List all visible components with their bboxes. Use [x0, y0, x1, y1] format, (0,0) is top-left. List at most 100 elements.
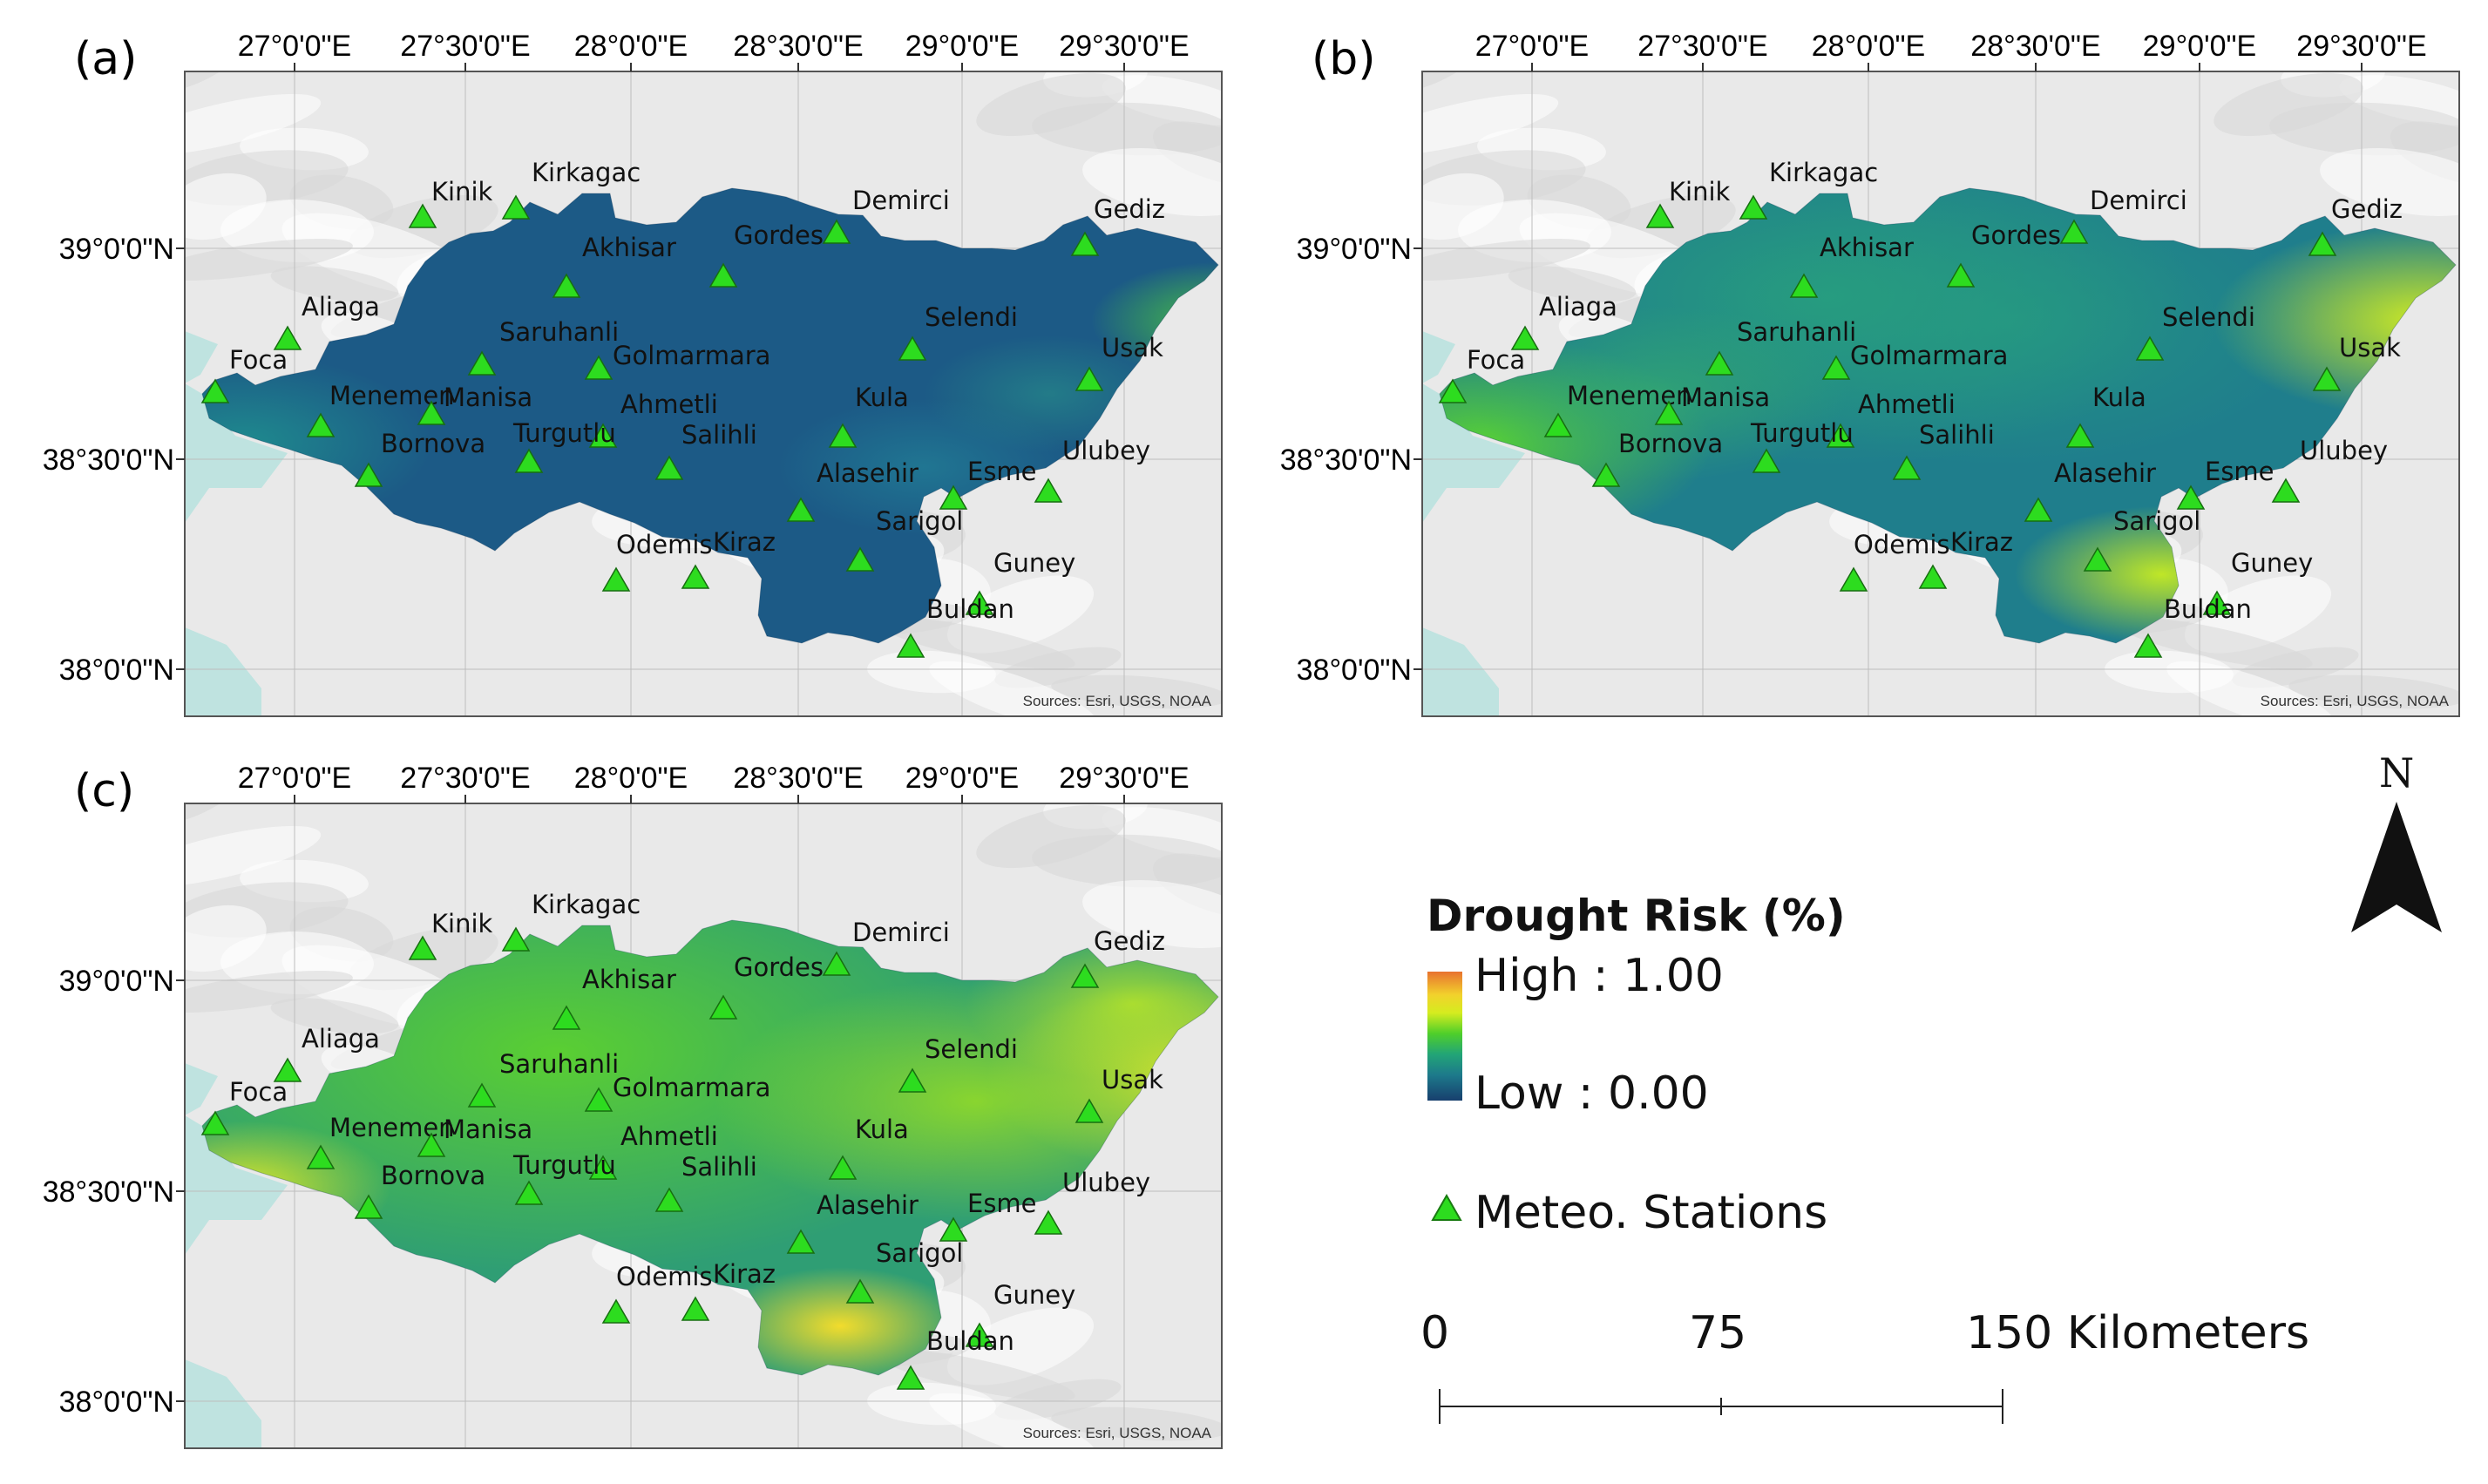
station-marker[interactable]	[514, 1180, 544, 1205]
station-label: Demirci	[2090, 186, 2187, 215]
station-marker[interactable]	[898, 1067, 927, 1093]
station-marker[interactable]	[467, 350, 497, 376]
station-marker[interactable]	[417, 400, 446, 425]
station-marker[interactable]	[2059, 219, 2089, 244]
station-marker[interactable]	[601, 1298, 631, 1324]
station-marker[interactable]	[306, 1144, 336, 1169]
station-marker[interactable]	[1075, 1098, 1104, 1123]
station-marker[interactable]	[2176, 485, 2206, 510]
station-label: Foca	[229, 1077, 288, 1107]
station-marker[interactable]	[1946, 262, 1976, 288]
station-marker[interactable]	[828, 1155, 858, 1180]
station-marker[interactable]	[514, 448, 544, 473]
station-marker[interactable]	[1739, 194, 1768, 220]
station-marker[interactable]	[552, 273, 581, 298]
station-marker[interactable]	[1543, 412, 1573, 437]
station-marker[interactable]	[601, 566, 631, 592]
station-marker[interactable]	[1075, 366, 1104, 391]
station-label: Kinik	[431, 909, 493, 939]
station-marker[interactable]	[501, 926, 531, 952]
station-marker[interactable]	[200, 378, 230, 403]
station-label: Alasehir	[2054, 458, 2156, 488]
station-marker[interactable]	[896, 1365, 925, 1390]
station-marker[interactable]	[939, 1216, 968, 1242]
station-marker[interactable]	[2065, 423, 2095, 448]
station-marker[interactable]	[1510, 325, 1540, 350]
station-marker[interactable]	[1918, 564, 1948, 589]
station-marker[interactable]	[1826, 423, 1855, 448]
station-marker[interactable]	[552, 1005, 581, 1030]
station-marker[interactable]	[417, 1132, 446, 1157]
station-marker[interactable]	[896, 633, 925, 658]
station-marker[interactable]	[786, 497, 816, 522]
station-marker[interactable]	[708, 994, 738, 1020]
station-marker[interactable]	[828, 423, 858, 448]
station-marker[interactable]	[2202, 590, 2232, 615]
station-marker[interactable]	[939, 485, 968, 510]
station-label: Alasehir	[817, 458, 919, 488]
station-marker[interactable]	[1705, 350, 1734, 376]
north-arrow-label: N	[2379, 749, 2415, 796]
station-marker[interactable]	[654, 455, 684, 480]
station-marker[interactable]	[822, 951, 851, 976]
station-marker[interactable]	[584, 355, 614, 380]
station-marker[interactable]	[845, 546, 875, 572]
station-marker[interactable]	[681, 564, 710, 589]
station-marker[interactable]	[354, 1194, 383, 1219]
station-marker[interactable]	[273, 1057, 302, 1082]
station-marker[interactable]	[965, 590, 994, 615]
station-marker[interactable]	[1034, 478, 1063, 503]
station-label: Kiraz	[713, 527, 776, 557]
station-marker[interactable]	[1591, 462, 1621, 487]
station-marker[interactable]	[786, 1229, 816, 1254]
station-marker[interactable]	[898, 335, 927, 361]
station-marker[interactable]	[467, 1082, 497, 1108]
station-marker[interactable]	[1070, 963, 1100, 988]
station-marker[interactable]	[1789, 273, 1819, 298]
station-marker[interactable]	[408, 935, 437, 960]
station-label: Ahmetli	[620, 1121, 718, 1151]
station-marker[interactable]	[2308, 231, 2337, 256]
station-marker[interactable]	[1654, 400, 1684, 425]
legend-title: Drought Risk (%)	[1427, 891, 1846, 941]
station-marker[interactable]	[588, 1155, 618, 1180]
station-marker[interactable]	[2024, 497, 2053, 522]
station-label: Golmarmara	[1850, 341, 2008, 370]
station-label: Kiraz	[713, 1259, 776, 1289]
station-marker[interactable]	[2271, 478, 2301, 503]
station-marker[interactable]	[273, 325, 302, 350]
station-marker[interactable]	[1752, 448, 1781, 473]
station-marker[interactable]	[2133, 633, 2163, 658]
station-marker[interactable]	[1070, 231, 1100, 256]
station-marker[interactable]	[845, 1278, 875, 1304]
station-marker[interactable]	[1839, 566, 1868, 592]
station-marker[interactable]	[584, 1087, 614, 1112]
station-marker[interactable]	[306, 412, 336, 437]
station-marker[interactable]	[354, 462, 383, 487]
station-marker[interactable]	[1645, 203, 1675, 228]
station-marker[interactable]	[2083, 546, 2112, 572]
lon-tick-label: 28°0'0"E	[1812, 30, 1925, 63]
station-marker[interactable]	[1438, 378, 1468, 403]
station-marker[interactable]	[654, 1187, 684, 1212]
station-marker[interactable]	[200, 1110, 230, 1135]
station-marker[interactable]	[1892, 455, 1922, 480]
scale-tick-label-150: 150 Kilometers	[1966, 1307, 2310, 1359]
station-marker[interactable]	[588, 423, 618, 448]
station-marker[interactable]	[708, 262, 738, 288]
lon-tick-label: 28°30'0"E	[1970, 30, 2100, 63]
scale-tick-label-0: 0	[1420, 1307, 1450, 1359]
station-marker[interactable]	[681, 1296, 710, 1321]
station-marker[interactable]	[965, 1322, 994, 1347]
station-marker[interactable]	[1821, 355, 1851, 380]
station-marker[interactable]	[408, 203, 437, 228]
station-marker[interactable]	[2312, 366, 2342, 391]
station-marker[interactable]	[2135, 335, 2165, 361]
station-label: Usak	[1102, 1065, 1163, 1094]
station-label: Aliaga	[302, 292, 380, 322]
station-marker[interactable]	[822, 219, 851, 244]
station-marker[interactable]	[501, 194, 531, 220]
map-panel-a: 27°0'0"E 27°30'0"E 28°0'0"E 28°30'0"E 29°0'0…	[0, 0, 1246, 741]
station-label: Kinik	[1669, 177, 1731, 207]
station-marker[interactable]	[1034, 1210, 1063, 1235]
